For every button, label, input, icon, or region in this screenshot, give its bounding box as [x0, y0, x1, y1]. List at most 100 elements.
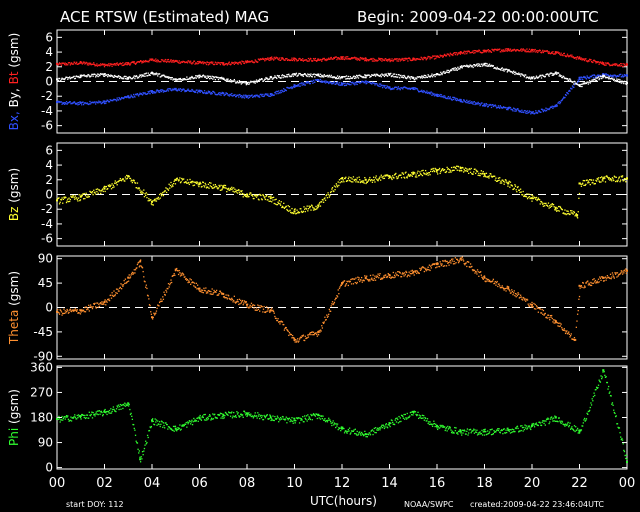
- data-dot: [177, 179, 179, 181]
- data-dot: [276, 77, 278, 80]
- data-dot: [604, 62, 607, 64]
- data-dot: [513, 71, 515, 73]
- data-dot: [82, 101, 84, 103]
- data-dot: [447, 97, 449, 99]
- data-dot: [348, 83, 350, 85]
- data-dot: [316, 335, 318, 337]
- data-dot: [342, 58, 344, 60]
- data-dot: [320, 59, 322, 61]
- data-dot: [504, 50, 506, 52]
- data-point: [79, 415, 82, 418]
- data-dot: [319, 75, 321, 78]
- data-dot: [124, 96, 127, 98]
- data-dot: [590, 58, 592, 61]
- data-dot: [405, 171, 407, 173]
- data-dot: [476, 65, 479, 67]
- data-dot: [594, 182, 596, 185]
- data-dot: [521, 73, 523, 75]
- data-dot: [222, 292, 224, 295]
- data-dot: [412, 57, 415, 59]
- data-dot: [197, 287, 199, 290]
- data-dot: [288, 331, 291, 334]
- data-dot: [240, 302, 242, 304]
- data-dot: [122, 78, 125, 80]
- data-dot: [429, 58, 431, 60]
- data-dot: [236, 81, 238, 83]
- data-dot: [587, 280, 589, 282]
- data-dot: [335, 83, 337, 86]
- data-dot: [317, 206, 319, 209]
- data-dot: [464, 53, 466, 55]
- data-dot: [282, 206, 284, 208]
- data-dot: [145, 192, 147, 194]
- data-dot: [345, 75, 348, 77]
- data-dot: [162, 194, 165, 197]
- data-dot: [245, 302, 247, 304]
- data-dot: [532, 197, 534, 200]
- data-dot: [534, 112, 536, 114]
- data-dot: [481, 63, 483, 65]
- data-dot: [347, 281, 349, 283]
- data-dot: [475, 172, 477, 175]
- data-point: [531, 424, 533, 427]
- data-dot: [238, 96, 240, 98]
- data-dot: [620, 82, 622, 84]
- data-dot: [452, 96, 454, 99]
- data-dot: [454, 53, 457, 56]
- data-dot: [599, 181, 601, 183]
- data-dot: [266, 94, 268, 97]
- data-dot: [529, 303, 531, 305]
- data-dot: [582, 83, 584, 85]
- data-dot: [292, 75, 294, 77]
- data-dot: [587, 83, 590, 85]
- data-dot: [373, 60, 375, 62]
- data-dot: [169, 88, 172, 90]
- data-dot: [599, 177, 602, 179]
- data-dot: [341, 283, 343, 285]
- data-dot: [600, 181, 602, 183]
- data-dot: [287, 330, 289, 333]
- data-dot: [495, 177, 497, 179]
- data-dot: [403, 74, 405, 77]
- data-dot: [68, 101, 70, 104]
- data-dot: [177, 89, 179, 91]
- data-dot: [514, 73, 516, 76]
- data-dot: [392, 175, 394, 177]
- data-dot: [380, 174, 382, 176]
- data-dot: [342, 176, 344, 179]
- data-dot: [298, 338, 301, 340]
- data-dot: [168, 183, 170, 185]
- data-point: [151, 200, 153, 203]
- data-dot: [561, 76, 564, 79]
- data-dot: [133, 427, 135, 430]
- data-dot: [326, 316, 329, 318]
- data-dot: [542, 49, 544, 52]
- data-dot: [469, 100, 471, 102]
- data-dot: [563, 212, 565, 214]
- data-dot: [162, 91, 165, 93]
- data-dot: [498, 179, 500, 181]
- data-dot: [278, 202, 280, 205]
- data-dot: [312, 79, 315, 81]
- data-dot: [442, 265, 444, 267]
- data-dot: [512, 110, 514, 112]
- data-dot: [506, 48, 508, 50]
- data-dot: [210, 182, 212, 184]
- data-dot: [468, 50, 470, 53]
- data-dot: [190, 283, 192, 285]
- data-dot: [245, 82, 247, 84]
- data-dot: [364, 81, 366, 83]
- data-dot: [499, 177, 501, 179]
- data-dot: [178, 269, 180, 272]
- data-dot: [131, 415, 133, 417]
- data-dot: [193, 60, 196, 62]
- data-dot: [623, 269, 626, 271]
- data-dot: [307, 336, 310, 338]
- data-dot: [502, 49, 505, 51]
- data-dot: [544, 75, 546, 78]
- data-dot: [307, 73, 309, 75]
- data-dot: [361, 281, 363, 283]
- data-dot: [192, 281, 194, 284]
- data-dot: [613, 76, 615, 78]
- data-dot: [442, 168, 444, 170]
